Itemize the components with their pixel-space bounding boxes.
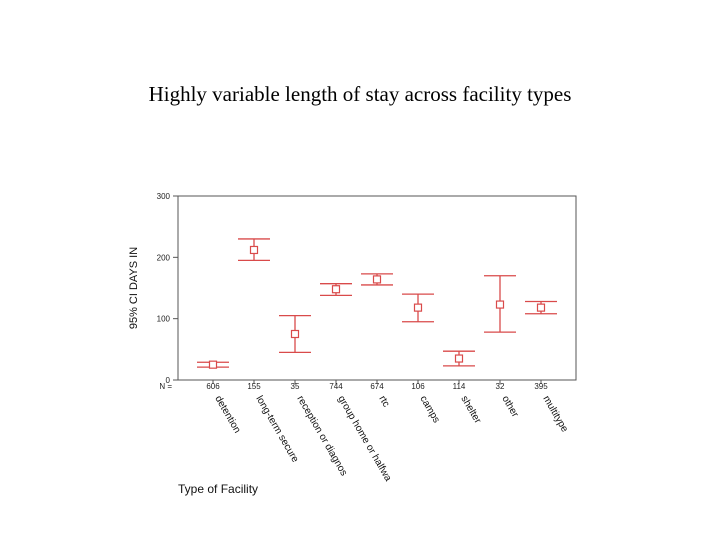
error-bars <box>197 238 557 369</box>
n-label: N = <box>159 382 172 391</box>
n-value: 744 <box>329 382 343 391</box>
y-tick-label: 300 <box>157 192 171 201</box>
n-value: 606 <box>206 382 220 391</box>
category-label: shelter <box>458 394 483 426</box>
category-label: multitype <box>540 394 570 435</box>
mean-marker <box>372 275 382 284</box>
error-bar-8 <box>525 300 557 315</box>
category-label: camps <box>417 394 441 425</box>
error-bar-4 <box>361 273 393 286</box>
n-value: 106 <box>411 382 425 391</box>
mean-marker <box>454 354 464 363</box>
mean-marker <box>208 360 218 369</box>
error-bar-6 <box>443 350 475 367</box>
mean-marker <box>249 245 259 255</box>
n-value: 35 <box>291 382 300 391</box>
mean-marker <box>331 285 341 294</box>
error-bar-1 <box>238 238 270 262</box>
mean-marker <box>536 303 546 312</box>
error-bar-0 <box>197 360 229 369</box>
error-bar-3 <box>320 283 352 297</box>
y-axis-label: 95% CI DAYS IN <box>128 247 140 329</box>
mean-marker <box>290 329 300 339</box>
n-value: 155 <box>247 382 261 391</box>
axes <box>173 195 577 384</box>
n-value: 395 <box>534 382 548 391</box>
n-value: 674 <box>370 382 384 391</box>
category-label: other <box>499 394 520 420</box>
mean-marker <box>495 300 505 309</box>
category-label: long-term secure <box>253 394 300 465</box>
plot-frame <box>177 195 577 381</box>
y-tick-label: 200 <box>157 253 171 262</box>
x-axis-label: Type of Facility <box>178 482 258 496</box>
error-bar-7 <box>484 275 516 333</box>
y-tick-label: 0 <box>166 376 171 385</box>
mean-marker <box>413 303 423 312</box>
n-value: 114 <box>453 382 466 391</box>
n-value: 32 <box>496 382 505 391</box>
slide-title: Highly variable length of stay across fa… <box>148 82 572 106</box>
category-label: rtc <box>376 394 391 409</box>
error-bar-2 <box>279 314 311 354</box>
labels: 0 100 200 300 95% CI DAYS IN N = 606 detention 1… <box>128 192 570 496</box>
category-label: detention <box>212 394 242 435</box>
y-tick-label: 100 <box>157 315 171 324</box>
error-bar-5 <box>402 293 434 323</box>
